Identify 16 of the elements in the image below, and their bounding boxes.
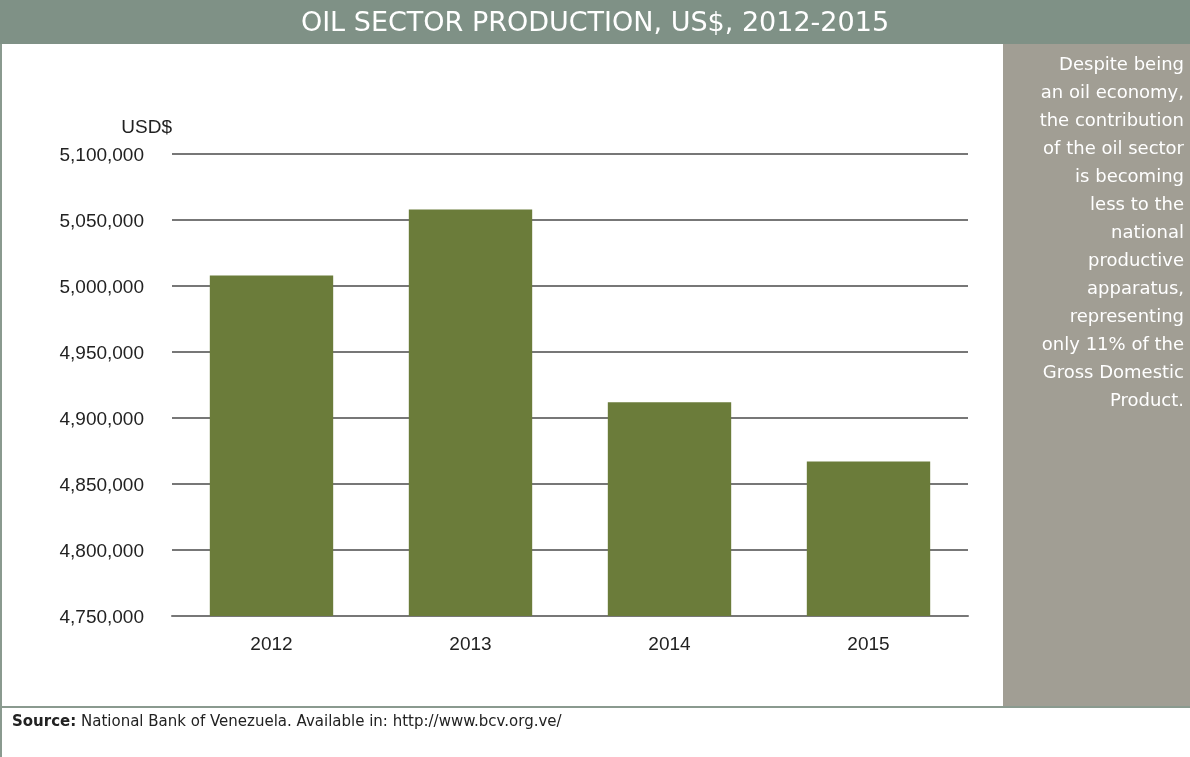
y-tick-label: 5,000,000 xyxy=(59,275,144,297)
y-tick-label: 4,900,000 xyxy=(59,407,144,429)
x-tick-label: 2015 xyxy=(847,633,890,654)
y-tick-label: 4,750,000 xyxy=(59,605,144,627)
y-tick-label: 5,050,000 xyxy=(59,209,144,231)
chart-title: OIL SECTOR PRODUCTION, US$, 2012-2015 xyxy=(0,0,1190,44)
x-tick-label: 2013 xyxy=(449,633,492,654)
x-tick-label: 2014 xyxy=(648,633,692,654)
y-tick-label: 5,100,000 xyxy=(59,143,144,165)
y-tick-label: 4,850,000 xyxy=(59,473,144,495)
text: Despite being an oil economy, the contribution of the oil sector is becoming less to the national productive apparatus, representing only 11% of the Gross Domestic Product. xyxy=(1039,53,1184,410)
y-tick-label: 4,950,000 xyxy=(59,341,144,363)
y-axis-title: USD$ xyxy=(121,116,173,137)
source-note: Source: National Bank of Venezuela. Available in: http://www.bcv.org.ve/ xyxy=(0,706,1190,757)
x-tick-label: 2012 xyxy=(250,633,293,654)
y-tick-label: 4,800,000 xyxy=(59,539,144,561)
